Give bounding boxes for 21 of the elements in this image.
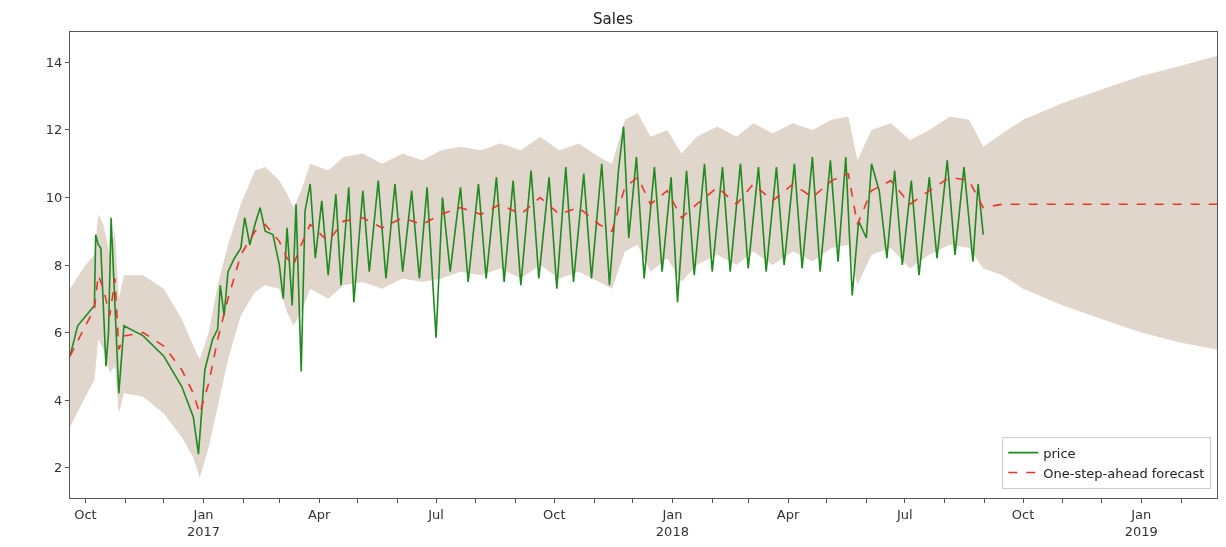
legend-label: One-step-ahead forecast <box>1043 465 1205 481</box>
chart-title: Sales <box>593 10 634 29</box>
x-tick-label: Oct <box>74 506 97 522</box>
y-tick-label: 14 <box>45 54 63 70</box>
x-tick-label: Jul <box>427 506 444 522</box>
x-tick-label: Apr <box>776 506 800 522</box>
x-tick-label: Jan 2018 <box>655 506 689 539</box>
x-tick-label: Jul <box>896 506 913 522</box>
x-tick-label: Oct <box>1011 506 1035 522</box>
y-tick-label: 2 <box>54 460 63 476</box>
legend-label: price <box>1043 445 1076 461</box>
x-tick-label: Apr <box>307 506 332 522</box>
x-tick-label: Oct <box>542 506 566 522</box>
y-tick-label: 10 <box>45 190 63 206</box>
y-tick-label: 8 <box>54 257 63 273</box>
y-tick-label: 12 <box>45 122 63 138</box>
x-tick-label: Jan 2019 <box>1124 506 1158 539</box>
y-tick-label: 4 <box>54 392 63 408</box>
line-series <box>70 125 985 455</box>
x-tick-label: Jan 2017 <box>187 506 221 539</box>
y-tick-label: 6 <box>54 325 63 341</box>
